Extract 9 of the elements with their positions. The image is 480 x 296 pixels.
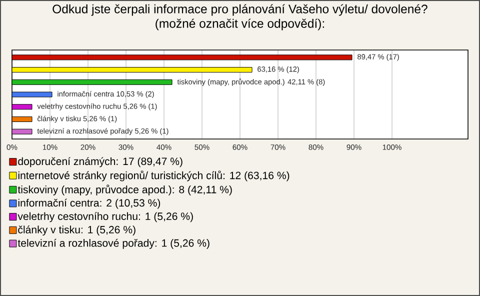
legend-label: televizní a rozhlasové pořady: 1 (5,26 %) <box>18 238 210 249</box>
legend-label: tiskoviny (mapy, průvodce apod.): 8 (42,11 %) <box>18 184 232 196</box>
legend-label: doporučení známých: 17 (89,47 %) <box>18 157 182 168</box>
legend-label: internetové stránky regionů/ turistických cílů: 12 (63,16 %) <box>18 170 290 182</box>
legend-label: informační centra: 2 (10,53 %) <box>18 198 160 209</box>
legend-label: veletrhy cestovního ruchu: 1 (5,26 %) <box>18 212 193 222</box>
chart-title: Odkud jste čerpali informace pro plánování Vašeho výletu/ dovolené? <box>52 4 428 16</box>
legend-label: články v tisku: 1 (5,26 %) <box>18 226 136 236</box>
chart-subtitle: (možné označit více odpovědí): <box>156 18 324 30</box>
